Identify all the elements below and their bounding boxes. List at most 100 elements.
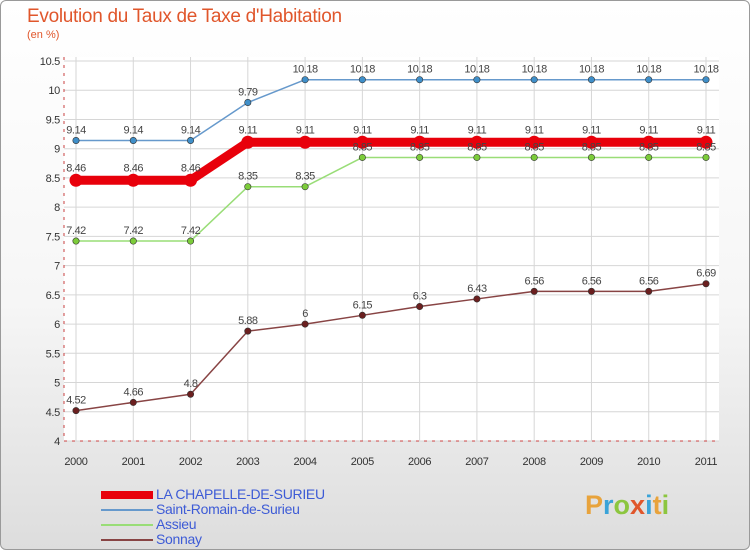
data-label: 8.85 [639, 141, 659, 153]
data-label: 6 [302, 308, 308, 320]
data-label: 7.42 [181, 225, 201, 237]
x-tick-label: 2009 [580, 456, 603, 468]
data-point [126, 173, 140, 187]
data-label: 6.69 [696, 268, 716, 280]
data-label: 9.11 [410, 124, 429, 136]
data-point [298, 135, 312, 149]
y-tick-label: 10.5 [40, 56, 60, 68]
series-line [71, 137, 711, 185]
data-label: 8.46 [124, 162, 144, 174]
y-tick-label: 10 [48, 85, 60, 97]
data-label: 9.11 [239, 124, 258, 136]
data-point [184, 173, 198, 187]
logo-letter: i [645, 490, 653, 520]
data-label: 6.56 [639, 275, 659, 287]
plot-area [64, 57, 719, 441]
data-point [584, 135, 598, 149]
legend-label: Sonnay [156, 531, 202, 547]
y-tick-label: 6.5 [46, 290, 61, 302]
legend-label: LA CHAPELLE-DE-SURIEU [156, 486, 325, 502]
data-label: 6.56 [582, 275, 602, 287]
data-point [702, 153, 710, 161]
y-tick-label: 8 [54, 202, 60, 214]
data-point [301, 76, 309, 84]
data-point [587, 153, 595, 161]
data-point [473, 295, 481, 303]
data-point [702, 280, 710, 288]
data-point [358, 311, 366, 319]
data-label: 9.79 [238, 87, 258, 99]
logo-letter: t [652, 490, 662, 520]
data-point [244, 99, 252, 107]
data-label: 8.46 [181, 162, 201, 174]
logo-letter: i [661, 490, 670, 520]
x-tick-label: 2007 [465, 456, 488, 468]
data-point [530, 76, 538, 84]
data-label: 8.85 [696, 141, 716, 153]
data-point [530, 287, 538, 295]
data-label: 6.3 [413, 291, 427, 303]
data-label: 10.18 [407, 64, 432, 76]
data-label: 10.18 [522, 64, 547, 76]
data-label: 4.66 [124, 386, 144, 398]
logo-letter: P [585, 490, 604, 520]
data-label: 10.18 [579, 64, 604, 76]
logo-letter: x [630, 490, 646, 520]
data-label: 8.35 [238, 171, 258, 183]
data-label: 8.85 [353, 141, 373, 153]
data-point [413, 135, 427, 149]
data-point [473, 76, 481, 84]
data-point [642, 135, 656, 149]
data-point [473, 153, 481, 161]
legend-swatch [101, 539, 153, 541]
data-point [301, 183, 309, 191]
series-line [75, 282, 707, 412]
data-point [702, 76, 710, 84]
x-tick-label: 2004 [293, 456, 316, 468]
data-label: 7.42 [66, 225, 86, 237]
data-label: 7.42 [124, 225, 144, 237]
data-point [72, 237, 80, 245]
legend-label: Saint-Romain-de-Surieu [156, 501, 300, 517]
data-label: 9.11 [296, 124, 315, 136]
chart-title: Evolution du Taux de Taxe d'Habitation [27, 6, 342, 27]
data-point [244, 183, 252, 191]
logo-letter: r [603, 490, 614, 520]
data-label: 4.8 [184, 378, 198, 390]
x-tick-label: 2001 [122, 456, 145, 468]
data-point [187, 390, 195, 398]
x-tick-label: 2011 [695, 456, 718, 468]
data-point [72, 407, 80, 415]
y-tick-label: 5 [54, 378, 60, 390]
data-label: 9.14 [124, 125, 144, 137]
y-tick-label: 6 [54, 319, 60, 331]
data-point [244, 327, 252, 335]
data-point [416, 76, 424, 84]
data-label: 8.35 [295, 171, 315, 183]
x-tick-label: 2008 [523, 456, 546, 468]
data-point [645, 76, 653, 84]
data-point [645, 287, 653, 295]
data-point [530, 153, 538, 161]
y-tick-label: 4 [54, 436, 60, 448]
data-point [129, 237, 137, 245]
data-label: 10.18 [464, 64, 489, 76]
data-label: 9.11 [639, 124, 658, 136]
data-label: 4.52 [66, 395, 86, 407]
y-tick-label: 4.5 [46, 407, 61, 419]
x-tick-label: 2010 [637, 456, 660, 468]
data-label: 5.88 [238, 315, 258, 327]
legend-swatch [101, 491, 153, 499]
data-point [69, 173, 83, 187]
unit-label: (en %) [27, 29, 60, 41]
data-label: 9.11 [582, 124, 601, 136]
data-label: 8.85 [410, 141, 430, 153]
x-tick-label: 2006 [408, 456, 431, 468]
data-point [358, 76, 366, 84]
y-tick-label: 8.5 [46, 173, 61, 185]
legend-swatch [101, 509, 153, 511]
data-point [187, 137, 195, 145]
data-point [699, 135, 713, 149]
